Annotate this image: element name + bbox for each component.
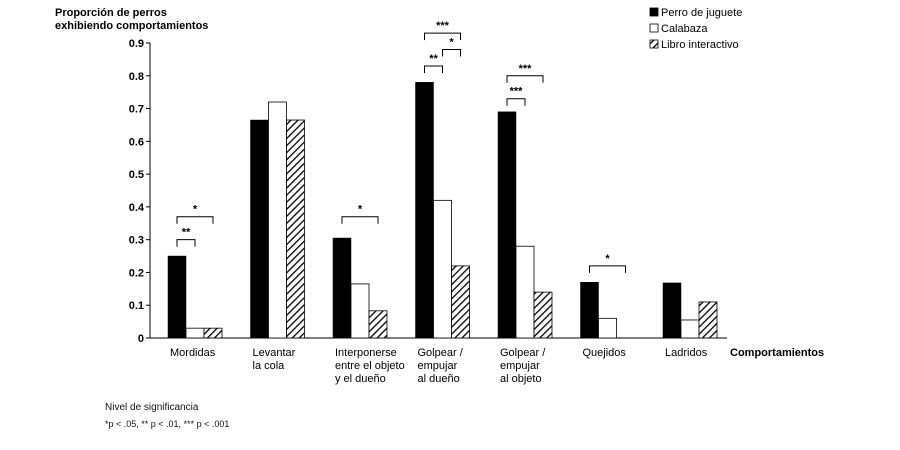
legend-swatch xyxy=(649,39,659,49)
category-label: al dueño xyxy=(418,373,460,385)
y-tick-label: 0.7 xyxy=(129,104,144,116)
y-tick-label: 0.4 xyxy=(129,202,145,214)
y-tick-label: 0.9 xyxy=(129,38,144,50)
bar-perro-de-juguete xyxy=(497,111,517,339)
significance-label: * xyxy=(358,204,363,216)
significance-bracket xyxy=(341,216,379,224)
y-tick-label: 0 xyxy=(138,333,144,345)
bar-perro-de-juguete xyxy=(332,237,352,339)
bar-calabaza xyxy=(433,199,452,339)
y-tick-label: 0.3 xyxy=(129,235,144,247)
y-tick-label: 0.6 xyxy=(129,136,144,148)
category-label: y el dueño xyxy=(335,373,386,385)
y-tick-label: 0.5 xyxy=(129,169,144,181)
category-label: entre el objeto xyxy=(335,360,405,372)
bar-calabaza xyxy=(268,101,287,339)
bar-calabaza xyxy=(515,245,535,339)
category-label: Interponerse xyxy=(335,347,397,359)
category-label: Mordidas xyxy=(170,347,216,359)
bar-perro-de-juguete xyxy=(580,282,599,339)
category-label: al objeto xyxy=(500,373,542,385)
bar-perro-de-juguete xyxy=(662,282,682,339)
bar-calabaza xyxy=(680,319,700,339)
category-label: la cola xyxy=(253,360,286,372)
significance-bracket xyxy=(176,239,196,247)
significance-label: *** xyxy=(436,20,450,32)
legend-label: Calabaza xyxy=(661,23,708,35)
category-label: Ladridos xyxy=(665,347,708,359)
significance-bracket xyxy=(176,216,214,224)
legend-label: Libro interactivo xyxy=(661,39,739,51)
significance-bracket xyxy=(424,65,443,73)
y-tick-label: 0.1 xyxy=(129,300,144,312)
category-label: Levantar xyxy=(253,347,296,359)
legend-swatch xyxy=(649,7,659,17)
bar-perro-de-juguete xyxy=(415,82,434,339)
legend-swatch xyxy=(649,23,659,33)
significance-brackets: *** ************** xyxy=(176,20,626,273)
significance-bracket xyxy=(506,98,526,106)
significance-bracket xyxy=(442,49,461,57)
category-label: empujar xyxy=(418,360,458,372)
bar-libro-interactivo xyxy=(368,310,388,339)
significance-label: *** xyxy=(519,63,533,75)
significance-title: Nivel de significancia xyxy=(105,402,199,413)
y-tick-label: 0.2 xyxy=(129,267,144,279)
legend-label: Perro de juguete xyxy=(661,7,742,19)
bar-libro-interactivo xyxy=(451,265,470,339)
y-tick-label: 0.8 xyxy=(129,71,144,83)
y-axis-title-line: exhibiendo comportamientos xyxy=(55,20,208,32)
x-axis-title: Comportamientos xyxy=(730,347,824,359)
significance-bracket xyxy=(506,75,544,83)
significance-label: * xyxy=(193,204,198,216)
bar-calabaza xyxy=(350,283,370,339)
bar-perro-de-juguete xyxy=(250,119,269,339)
bar-libro-interactivo xyxy=(203,327,223,339)
bar-libro-interactivo xyxy=(533,291,553,339)
y-tick-labels: 0 0.1 0.2 0.3 0.4 0.5 0.6 0.7 0.8 0.9 xyxy=(129,38,145,345)
bar-calabaza xyxy=(185,327,205,339)
significance-label: * xyxy=(605,253,610,265)
category-label: Quejidos xyxy=(583,347,627,359)
category-label: Golpear / xyxy=(500,347,546,359)
y-axis-title-line: Proporción de perros xyxy=(55,7,167,19)
category-label: empujar xyxy=(500,360,540,372)
significance-label: ** xyxy=(429,53,438,65)
significance-bracket xyxy=(424,32,461,41)
x-axis-title: Comportamientos xyxy=(730,347,824,359)
legend: Perro de juguete Calabaza Libro interactiv… xyxy=(649,7,742,51)
significance-label: *** xyxy=(510,86,524,98)
bar-libro-interactivo xyxy=(286,119,305,339)
significance-bracket xyxy=(589,265,626,273)
significance-label: ** xyxy=(182,227,191,239)
category-label: Golpear / xyxy=(418,347,464,359)
significance-label: * xyxy=(449,37,454,49)
bar-libro-interactivo xyxy=(698,301,718,339)
bars xyxy=(167,82,718,339)
bar-calabaza xyxy=(598,317,617,339)
significance-levels: *p < .05, ** p < .01, *** p < .001 xyxy=(105,419,230,429)
bar-perro-de-juguete xyxy=(167,255,187,339)
